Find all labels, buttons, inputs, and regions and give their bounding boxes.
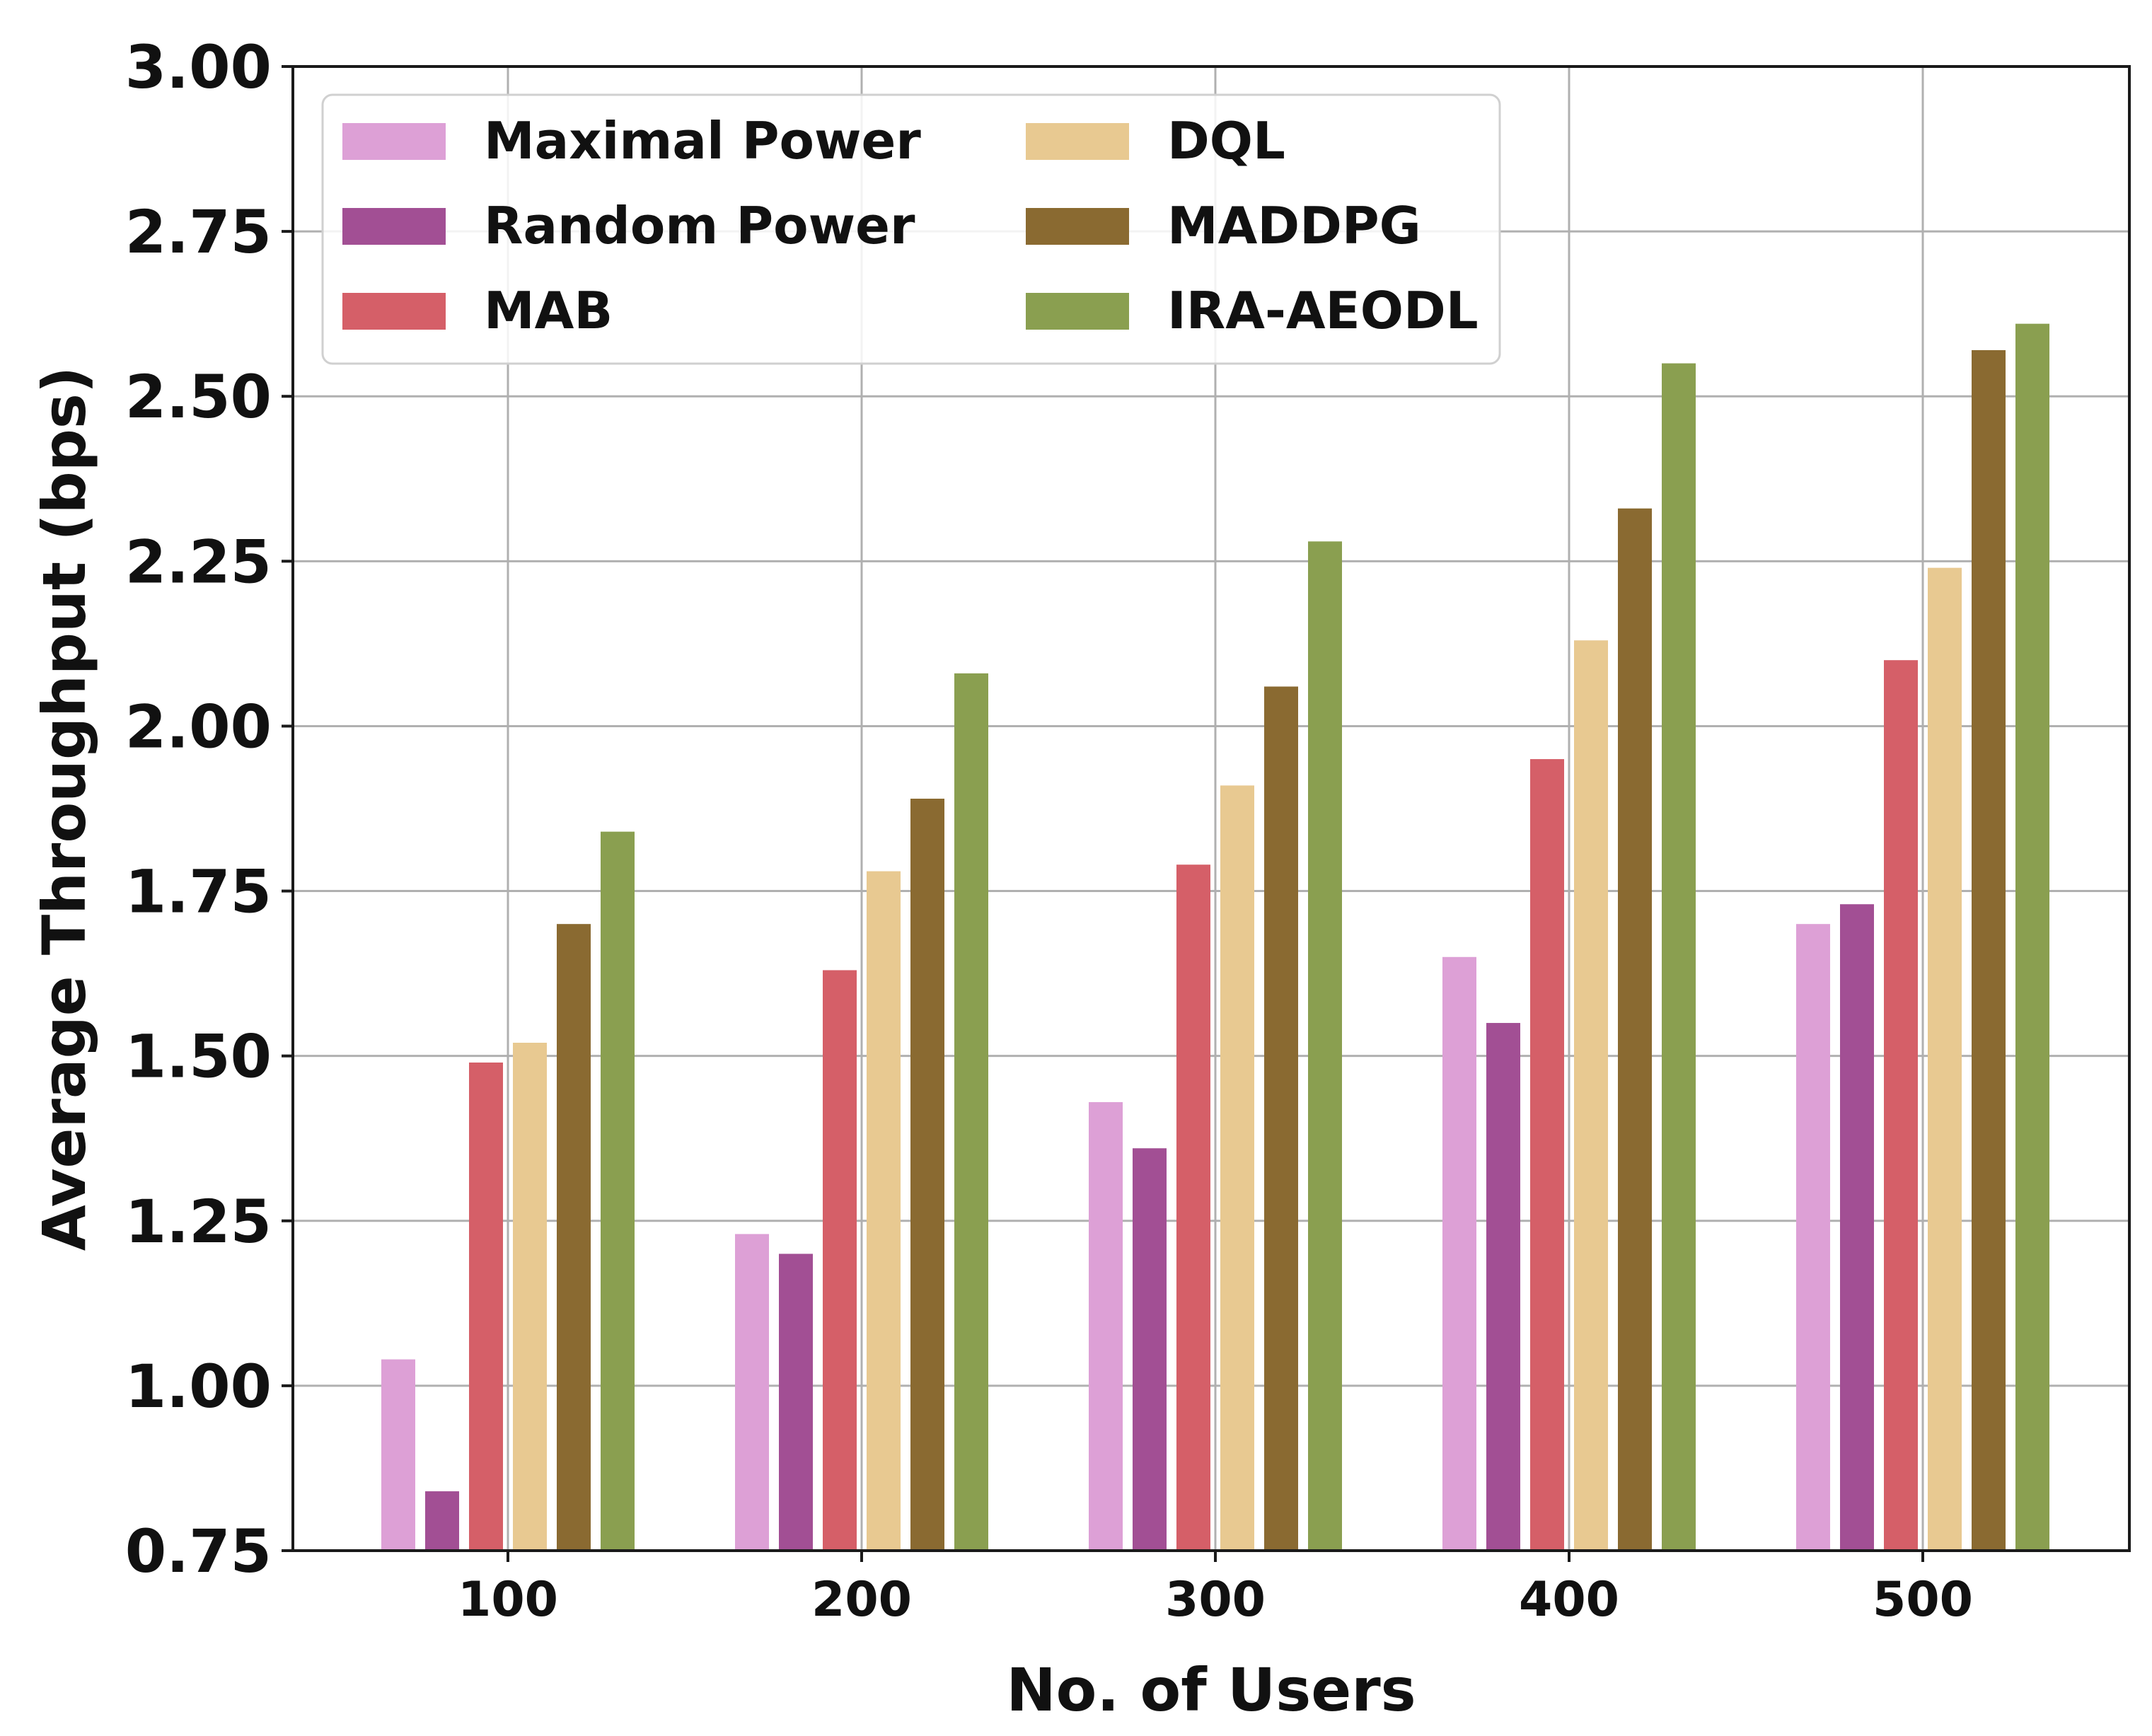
bar-maddpg-100 [557,924,591,1551]
bar-maddpg-200 [910,799,944,1551]
legend-label: MAB [484,281,613,340]
bar-mab-100 [469,1062,503,1551]
y-tick-label: 2.25 [125,527,272,596]
legend-swatch [342,123,446,160]
bar-dql-100 [513,1043,547,1551]
y-tick-label: 2.00 [125,692,272,761]
bar-maximal-power-200 [735,1234,769,1551]
y-tick-label: 1.25 [125,1187,272,1256]
bar-dql-500 [1928,567,1962,1551]
legend-label: MADDPG [1167,196,1421,255]
y-tick-label: 1.75 [125,857,272,927]
y-tick-label: 2.50 [125,362,272,432]
y-tick-label: 1.00 [125,1352,272,1421]
bar-ira-aeodl-100 [601,831,635,1551]
bar-maddpg-300 [1264,686,1298,1551]
legend-swatch [342,208,446,245]
y-tick-label: 3.00 [125,33,272,102]
x-tick-label: 200 [811,1572,912,1628]
x-tick-label: 300 [1165,1572,1266,1628]
bar-random-power-400 [1486,1023,1520,1551]
legend-swatch [342,293,446,330]
bar-mab-300 [1176,864,1210,1551]
plot-frame [291,65,2131,1552]
x-tick-label: 100 [458,1572,558,1628]
y-tick-label: 0.75 [125,1517,272,1586]
legend-box [321,93,1501,365]
bar-random-power-500 [1840,904,1874,1551]
bars [381,323,2049,1551]
bar-maximal-power-100 [381,1359,415,1551]
x-tick-label: 400 [1519,1572,1619,1628]
bar-dql-400 [1574,640,1608,1551]
x-axis: 100 200 300 400 500 [458,1551,1973,1628]
bar-ira-aeodl-200 [954,673,988,1551]
bar-random-power-300 [1133,1148,1167,1551]
bar-ira-aeodl-500 [2015,323,2049,1551]
y-axis: 0.75 1.00 1.25 1.50 1.75 2.00 2.25 2.50 2.75 3.00 [125,33,293,1586]
bar-ira-aeodl-400 [1662,363,1696,1551]
x-tick-label: 500 [1873,1572,1973,1628]
bar-maddpg-500 [1972,349,2006,1551]
bar-mab-200 [823,970,857,1551]
bar-maximal-power-300 [1089,1101,1123,1551]
y-axis-label: Average Throughput (bps) [30,366,99,1251]
bar-dql-200 [867,871,901,1551]
legend: Maximal Power Random Power MAB DQL MADDPG IRA… [321,93,1501,365]
bar-dql-300 [1220,785,1254,1551]
legend-swatch [1026,123,1129,160]
bar-random-power-100 [425,1491,459,1551]
bar-maximal-power-500 [1796,924,1830,1551]
legend-label: Random Power [484,196,915,255]
bar-maddpg-400 [1618,508,1652,1551]
legend-label: DQL [1167,111,1285,170]
x-axis-label: No. of Users [1006,1655,1416,1725]
bar-mab-400 [1530,759,1564,1551]
legend-label: IRA-AEODL [1167,281,1479,340]
legend-label: Maximal Power [484,111,921,170]
legend-swatch [1026,293,1129,330]
y-tick-label: 1.50 [125,1022,272,1092]
bar-random-power-200 [779,1254,813,1551]
bar-maximal-power-400 [1442,956,1476,1551]
y-tick-label: 2.75 [125,197,272,267]
legend-swatch [1026,208,1129,245]
bar-ira-aeodl-300 [1308,541,1342,1551]
bar-mab-500 [1884,660,1918,1551]
